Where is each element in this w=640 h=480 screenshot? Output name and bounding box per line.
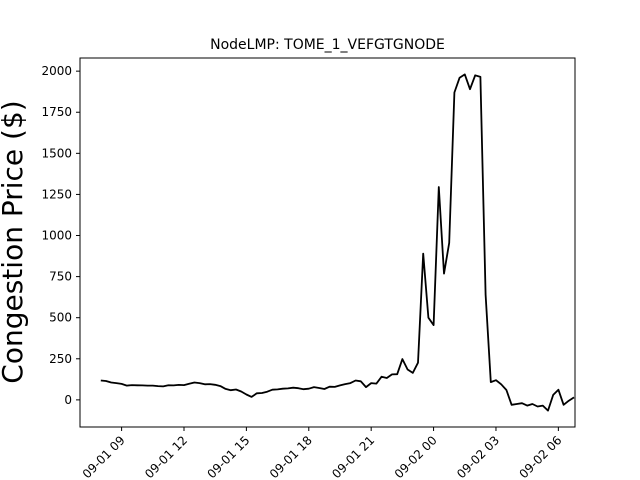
y-tick-label-2000: 2000: [41, 64, 72, 78]
y-tick-label-250: 250: [49, 352, 72, 366]
y-tick-label-1500: 1500: [41, 146, 72, 160]
y-axis-label: Congestion Price ($): [0, 100, 29, 383]
y-tick-label-750: 750: [49, 270, 72, 284]
series-line-0: [100, 73, 575, 412]
y-tick-label-0: 0: [64, 393, 72, 407]
y-tick-label-1250: 1250: [41, 187, 72, 201]
y-tick-label-1750: 1750: [41, 105, 72, 119]
y-tick-label-1000: 1000: [41, 229, 72, 243]
chart-title: NodeLMP: TOME_1_VEFGTGNODE: [210, 37, 445, 53]
y-tick-label-500: 500: [49, 311, 72, 325]
axes-frame: [79, 57, 576, 428]
